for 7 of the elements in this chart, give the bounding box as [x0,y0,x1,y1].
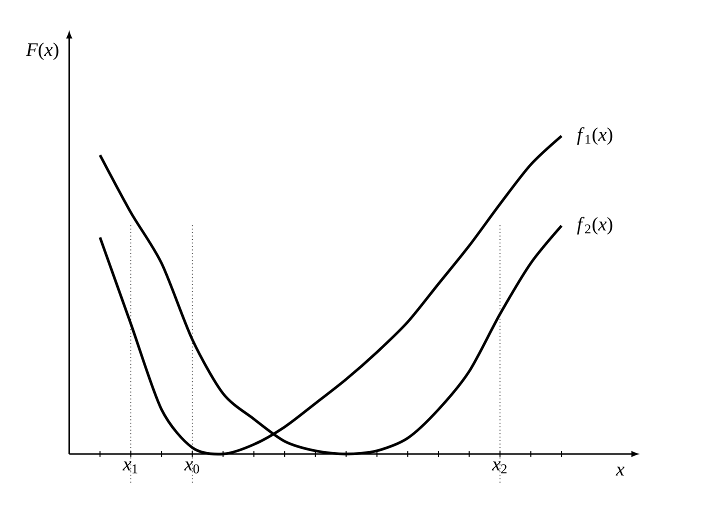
x-axis-title: x [616,466,624,476]
x-tick-label: x$_{0}$ [184,462,200,474]
x-tick-label: x$_{2}$ [492,462,507,474]
y-axis-title: F(x) [26,42,58,60]
x-tick-label: x$_{1}$ [122,462,138,474]
series-label: f$_{2}$(x) [577,216,612,234]
series-label: f$_{1}$(x) [577,127,612,145]
